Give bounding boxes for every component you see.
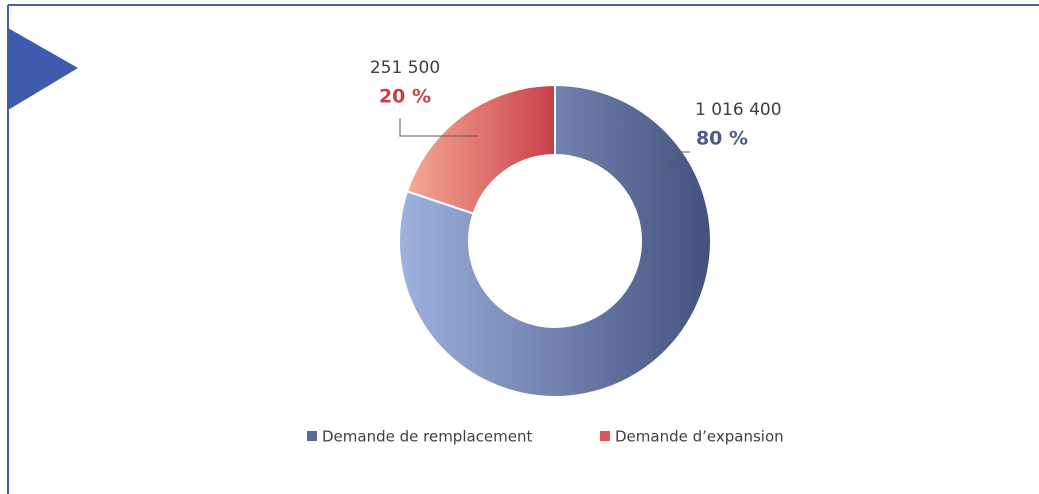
percent-label: 20 % [379,86,431,108]
value-label: 1 016 400 [695,100,782,120]
corner-triangle [8,28,78,110]
legend-label: Demande de remplacement [322,428,533,446]
leader-line [399,118,478,137]
percent-label: 80 % [696,128,748,150]
donut-slice [405,83,556,215]
donut-slice [398,83,712,398]
legend-label: Demande d’expansion [615,428,784,446]
value-label: 251 500 [370,58,440,78]
leader-line [663,151,690,173]
legend-swatch [600,431,610,441]
legend-swatch [307,431,317,441]
